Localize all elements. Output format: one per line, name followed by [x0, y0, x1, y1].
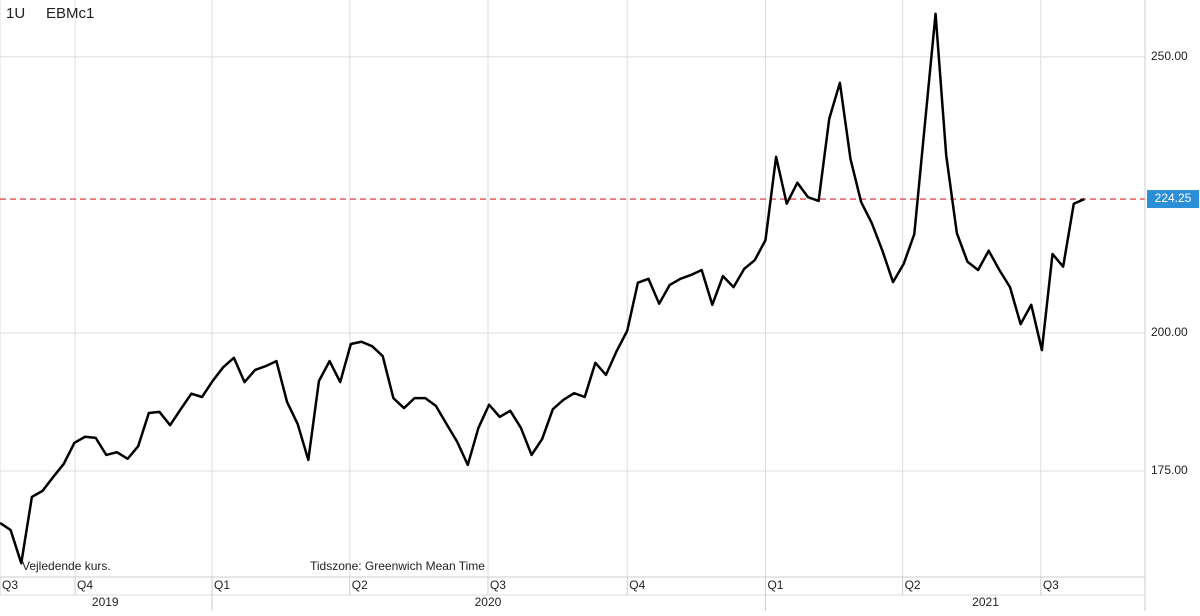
- x-tick-label: Q4: [629, 578, 645, 592]
- y-tick-label: 200.00: [1151, 325, 1188, 339]
- year-label: 2021: [972, 595, 999, 609]
- year-label: 2020: [475, 595, 502, 609]
- x-tick-label: Q4: [77, 578, 93, 592]
- x-tick-label: Q2: [352, 578, 368, 592]
- x-tick-label: Q1: [214, 578, 230, 592]
- last-value-box: [1147, 190, 1199, 209]
- chart-subtitle: EBMc1: [46, 5, 94, 22]
- y-tick-label: 175.00: [1151, 463, 1188, 477]
- x-tick-label: Q3: [490, 578, 506, 592]
- annotation: Vejledende kurs.: [22, 559, 111, 573]
- annotation: Tidszone: Greenwich Mean Time: [310, 559, 485, 573]
- price-line: [0, 12, 1085, 565]
- year-label: 2019: [92, 595, 119, 609]
- x-tick-label: Q1: [767, 578, 783, 592]
- x-tick-label: Q2: [905, 578, 921, 592]
- x-tick-label: Q3: [1043, 578, 1059, 592]
- y-tick-label: 250.00: [1151, 49, 1188, 63]
- chart-title: 1U: [6, 5, 25, 22]
- x-tick-label: Q3: [2, 578, 18, 592]
- last-value-label: 224.25: [1155, 191, 1192, 205]
